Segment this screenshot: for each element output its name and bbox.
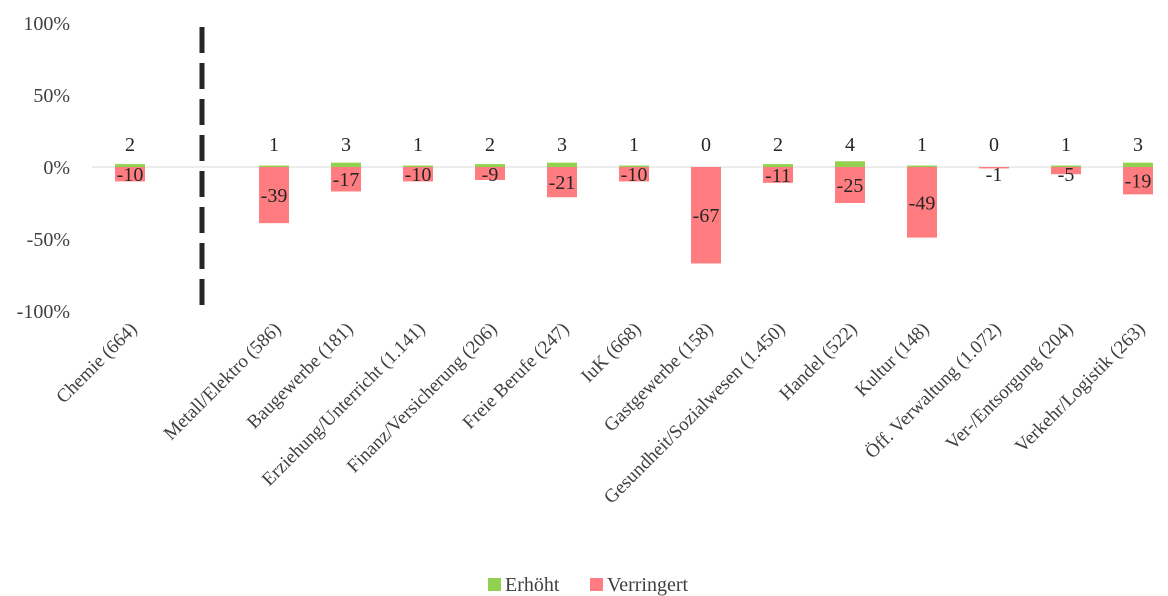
bar-verringert-off-verwaltung-1-072 [979,167,1009,169]
data-label-erhoht-erziehung-unterricht-1-141: 1 [413,134,423,156]
x-tick-label-handel-522: Handel (522) [775,319,861,405]
data-labels: 2-101-393-171-102-93-211-100-672-114-251… [117,134,1152,227]
y-tick-label: 100% [23,13,70,35]
bar-verringert-freie-berufe-247 [547,167,577,198]
bar-erhoht-chemie-664 [115,164,145,167]
data-label-verringert-metall-elektro-586: -39 [261,185,288,207]
data-label-verringert-kultur-148: -49 [909,192,936,214]
bar-verringert-baugewerbe-181 [331,167,361,192]
bar-verringert-gastgewerbe-158 [691,167,721,264]
bar-verringert-gesundheit-sozialwesen-1-450 [763,167,793,183]
bar-verringert-handel-522 [835,167,865,203]
bar-verringert-ver-entsorgung-204 [1051,167,1081,175]
bar-erhoht-iuk-668 [619,165,649,167]
data-label-verringert-freie-berufe-247: -21 [549,172,576,194]
x-tick-label-verkehr-logistik-263: Verkehr/Logistik (263) [1011,319,1149,457]
data-label-erhoht-baugewerbe-181: 3 [341,134,351,156]
x-tick-label-iuk-668: IuK (668) [577,319,645,387]
bar-verringert-erziehung-unterricht-1-141 [403,167,433,182]
y-tick-label: 0% [43,157,70,179]
x-axis: Chemie (664) Metall/Elektro (586)Baugewer… [52,319,1149,508]
data-label-verringert-off-verwaltung-1-072: -1 [986,164,1003,186]
data-label-erhoht-iuk-668: 1 [629,134,639,156]
bar-verringert-finanz-versicherung-206 [475,167,505,180]
data-label-erhoht-finanz-versicherung-206: 2 [485,134,495,156]
bar-erhoht-gesundheit-sozialwesen-1-450 [763,164,793,167]
data-label-verringert-chemie-664: -10 [117,164,144,186]
bar-erhoht-ver-entsorgung-204 [1051,165,1081,167]
bar-erhoht-baugewerbe-181 [331,162,361,167]
data-label-verringert-finanz-versicherung-206: -9 [482,164,499,186]
x-tick-label-metall-elektro-586: Metall/Elektro (586) [160,319,286,445]
x-tick-label-ver-entsorgung-204: Ver-/Entsorgung (204) [942,319,1078,455]
data-label-verringert-ver-entsorgung-204: -5 [1058,164,1075,186]
data-label-verringert-iuk-668: -10 [621,164,648,186]
bar-erhoht-verkehr-logistik-263 [1123,162,1153,167]
bar-erhoht-metall-elektro-586 [259,165,289,167]
data-label-erhoht-chemie-664: 2 [125,134,135,156]
legend-swatch-erhoeht [488,578,501,591]
x-tick-label-chemie-664: Chemie (664) [52,319,141,408]
data-label-erhoht-gastgewerbe-158: 0 [701,134,711,156]
data-label-verringert-gesundheit-sozialwesen-1-450: -11 [765,165,791,187]
y-axis: 100% 50% 0% -50% -100% [17,13,70,323]
data-label-verringert-gastgewerbe-158: -67 [693,205,720,227]
data-label-erhoht-off-verwaltung-1-072: 0 [989,134,999,156]
bar-erhoht-kultur-148 [907,165,937,167]
bar-erhoht-handel-522 [835,161,865,167]
legend-swatch-verringert [590,578,603,591]
data-label-erhoht-ver-entsorgung-204: 1 [1061,134,1071,156]
legend: Erhöht Verringert [488,574,689,596]
bar-verringert-chemie-664 [115,167,145,182]
data-label-erhoht-metall-elektro-586: 1 [269,134,279,156]
data-label-erhoht-kultur-148: 1 [917,134,927,156]
y-tick-label: -100% [17,301,70,323]
data-label-erhoht-handel-522: 4 [845,134,855,156]
data-label-erhoht-gesundheit-sozialwesen-1-450: 2 [773,134,783,156]
bar-verringert-kultur-148 [907,167,937,238]
data-label-erhoht-freie-berufe-247: 3 [557,134,567,156]
data-label-verringert-erziehung-unterricht-1-141: -10 [405,164,432,186]
legend-label-erhoeht: Erhöht [505,574,560,596]
bars [115,161,1153,264]
data-label-erhoht-verkehr-logistik-263: 3 [1133,134,1143,156]
bar-verringert-metall-elektro-586 [259,167,289,224]
data-label-verringert-baugewerbe-181: -17 [333,169,360,191]
x-tick-label-off-verwaltung-1-072: Öff. Verwaltung (1.072) [861,319,1005,463]
data-label-verringert-handel-522: -25 [837,175,864,197]
data-label-verringert-verkehr-logistik-263: -19 [1125,171,1152,193]
legend-label-verringert: Verringert [607,574,689,596]
bar-verringert-verkehr-logistik-263 [1123,167,1153,195]
bar-erhoht-erziehung-unterricht-1-141 [403,165,433,167]
y-tick-label: 50% [33,85,70,107]
y-tick-label: -50% [27,229,70,251]
bar-verringert-iuk-668 [619,167,649,182]
x-tick-label-finanz-versicherung-206: Finanz/Versicherung (206) [343,319,501,477]
bar-erhoht-finanz-versicherung-206 [475,164,505,167]
bar-erhoht-freie-berufe-247 [547,162,577,167]
